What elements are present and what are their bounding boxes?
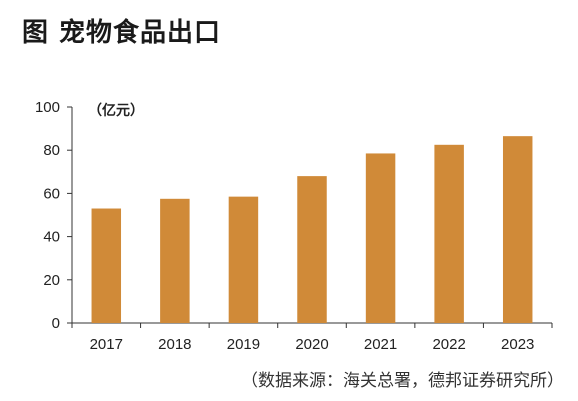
y-tick-label: 40 <box>43 229 60 246</box>
chart-title: 图 宠物食品出口 <box>22 18 222 48</box>
bars <box>91 136 533 323</box>
y-tick-label: 20 <box>43 272 60 289</box>
x-tick-label: 2019 <box>227 336 260 353</box>
y-tick-label: 60 <box>43 185 60 202</box>
x-tick-label: 2022 <box>432 336 465 353</box>
x-tick-label: 2018 <box>158 336 191 353</box>
y-axis: 0 20 40 60 80 100 <box>35 99 73 332</box>
bar-2020 <box>297 176 327 323</box>
bar-2018 <box>160 198 190 323</box>
y-tick-label: 100 <box>35 99 60 116</box>
x-tick-label: 2020 <box>295 336 328 353</box>
y-unit-label: （亿元） <box>88 102 144 119</box>
x-axis: 2017 2018 2019 2020 2021 2022 2023 <box>71 322 553 353</box>
bar-2019 <box>228 196 259 323</box>
bar-2017 <box>91 208 122 323</box>
x-tick-label: 2023 <box>501 336 534 353</box>
bar-2022 <box>434 144 464 323</box>
x-tick-label: 2017 <box>90 336 123 353</box>
source-note: （数据来源：海关总署，德邦证券研究所） <box>241 371 564 391</box>
bar-2021 <box>365 153 396 323</box>
y-tick-label: 80 <box>43 142 60 159</box>
x-tick-label: 2021 <box>364 336 397 353</box>
y-tick-label: 0 <box>52 315 60 332</box>
bar-2023 <box>502 136 533 323</box>
